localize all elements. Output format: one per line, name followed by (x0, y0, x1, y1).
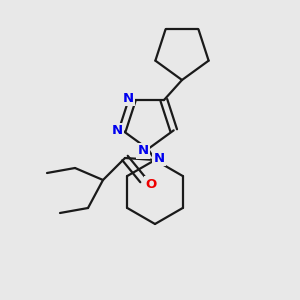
Text: N: N (123, 92, 134, 105)
Text: N: N (137, 145, 148, 158)
Text: N: N (112, 124, 123, 137)
Text: O: O (146, 178, 157, 190)
Text: N: N (153, 152, 165, 164)
